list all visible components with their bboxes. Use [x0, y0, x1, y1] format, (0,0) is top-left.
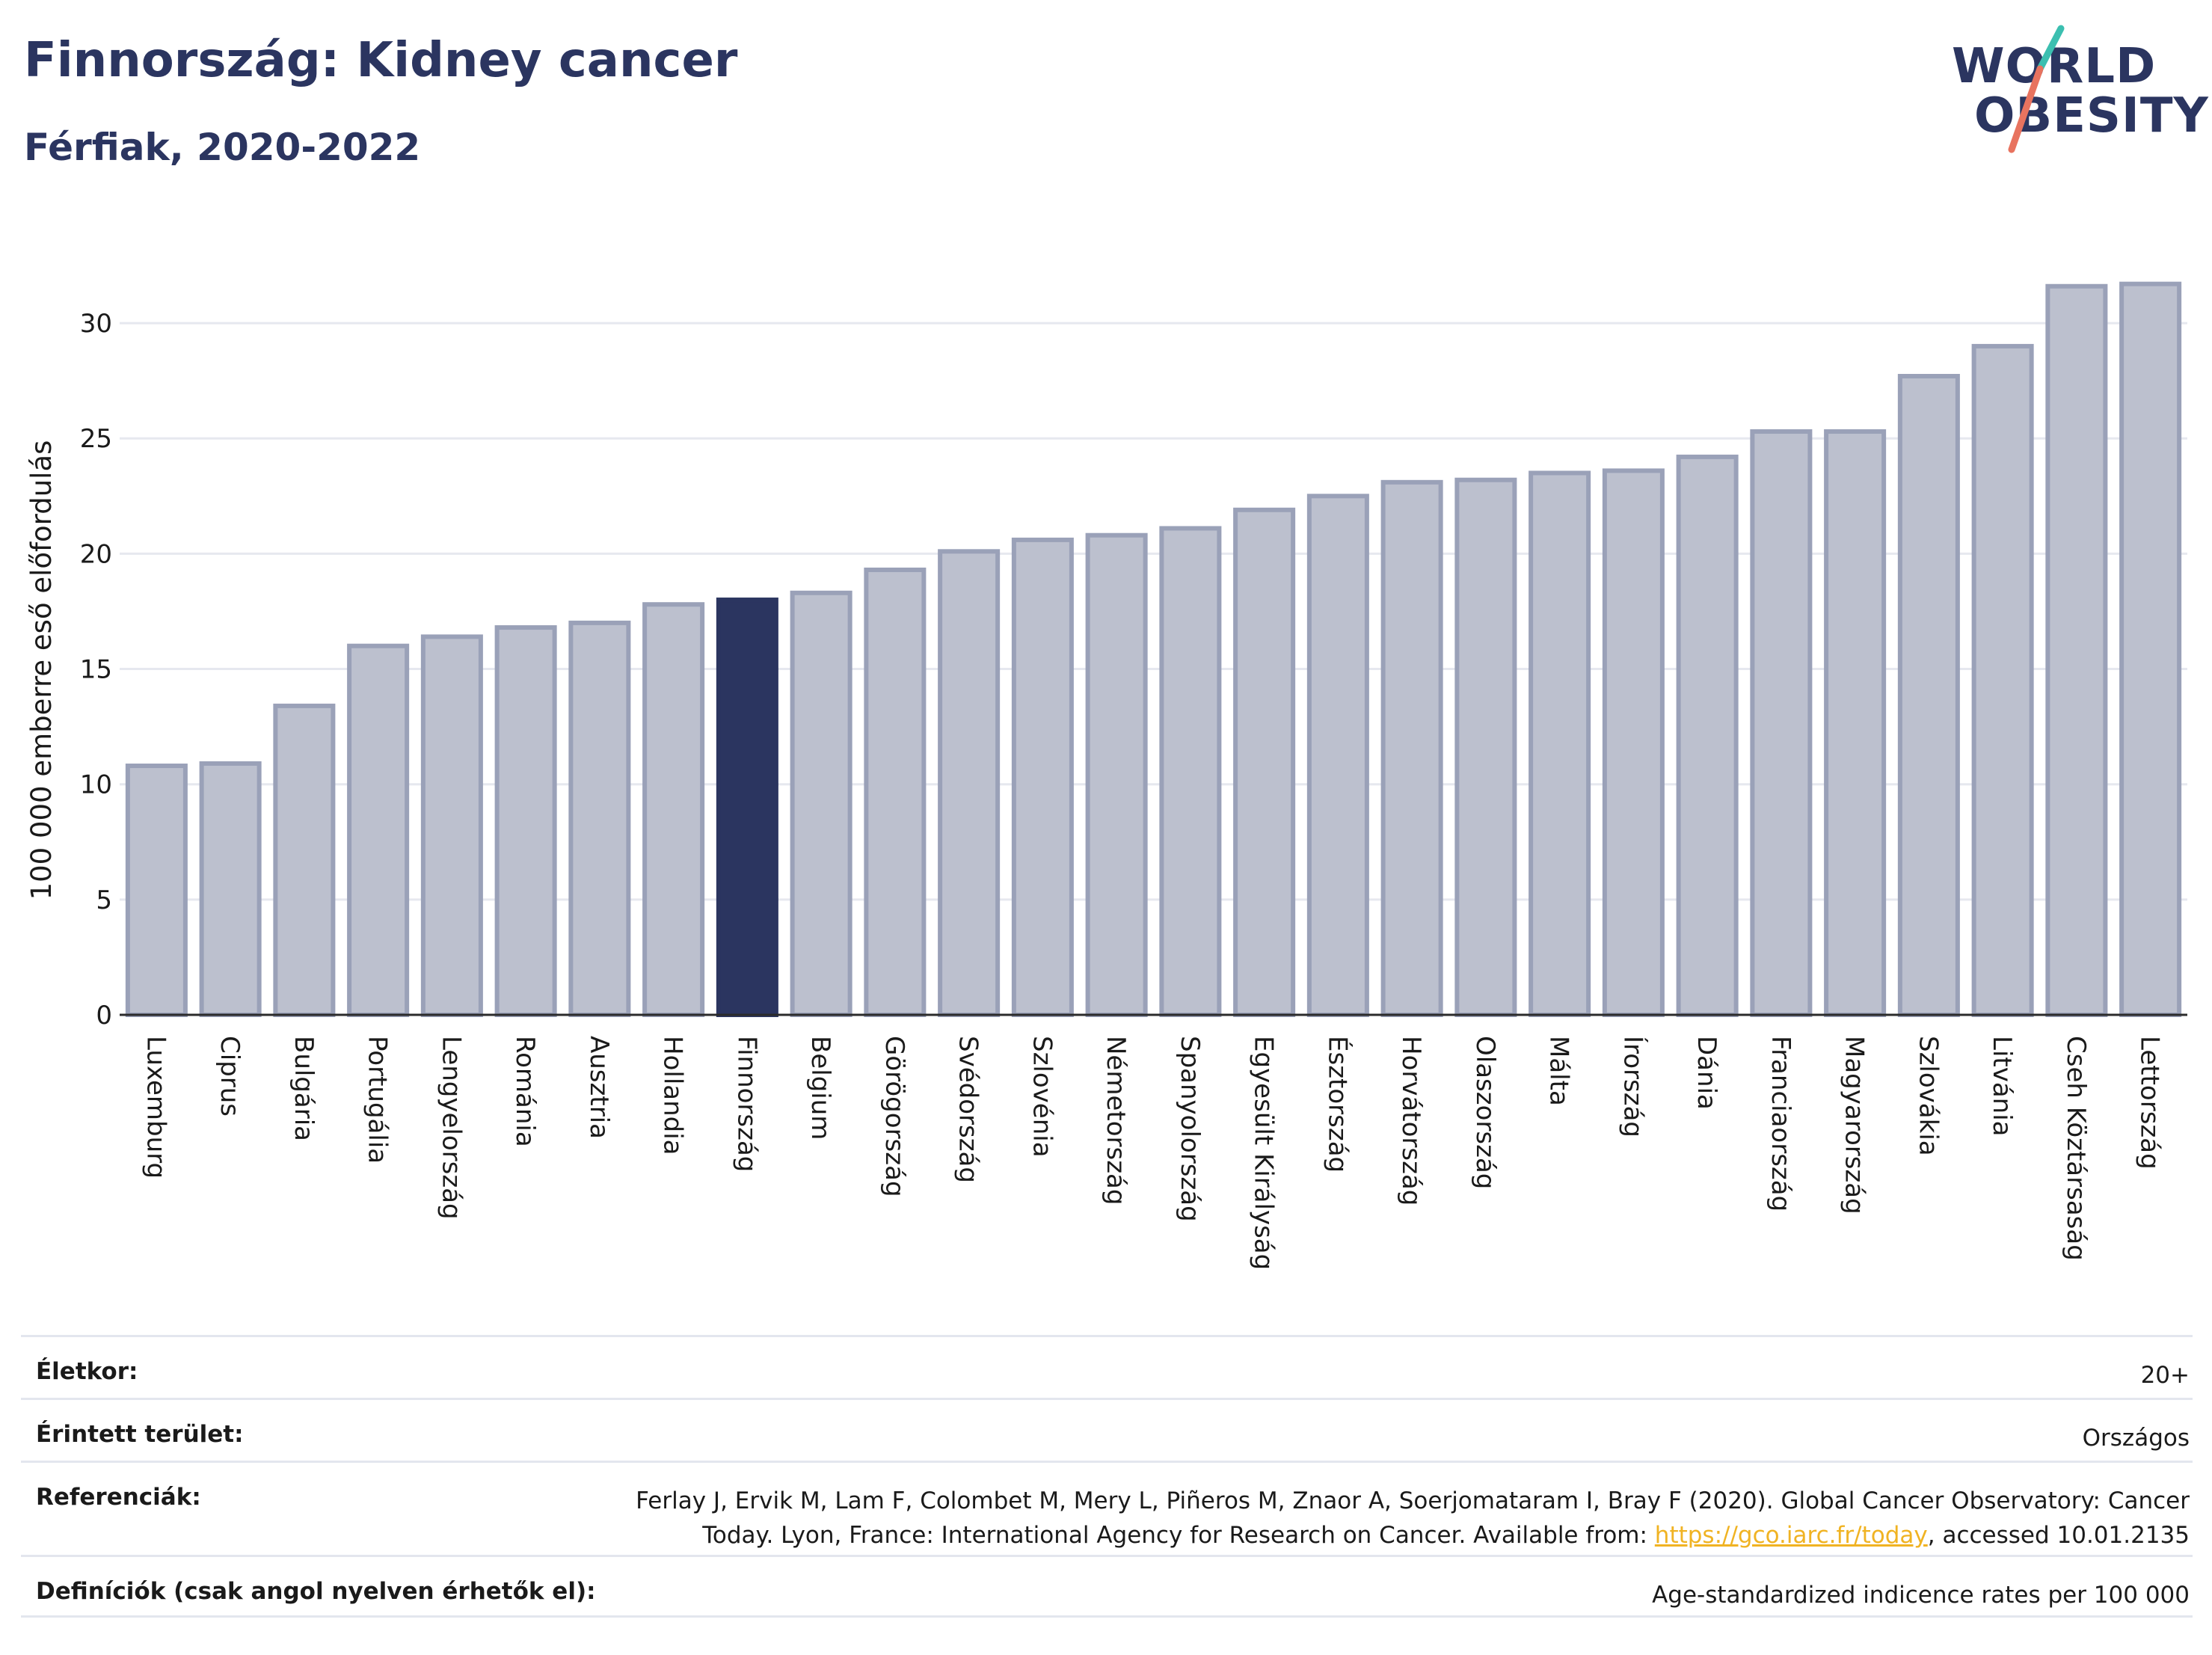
age-value: 20+	[2140, 1362, 2190, 1389]
bar-görögország	[864, 567, 927, 1017]
references-line-2-pre: Today. Lyon, France: International Agenc…	[702, 1522, 1655, 1549]
x-tick-label: Horvátország	[1396, 1036, 1426, 1206]
bar-lettország	[2119, 281, 2182, 1017]
x-tick-label: Olaszország	[1470, 1036, 1500, 1189]
bar-belgium	[790, 590, 852, 1017]
references-value: Ferlay J, Ervik M, Lam F, Colombet M, Me…	[636, 1484, 2190, 1553]
x-tick-label: Németország	[1101, 1036, 1131, 1205]
x-tick-label: Luxemburg	[141, 1036, 170, 1179]
bar-szlovákia	[1897, 373, 1960, 1018]
x-tick-label: Cseh Köztársaság	[2061, 1036, 2091, 1261]
bar-lengyelország	[420, 634, 483, 1017]
x-tick-label: Románia	[510, 1036, 540, 1147]
x-tick-label: Litvánia	[1987, 1036, 2017, 1137]
x-tick-label: Magyarország	[1840, 1036, 1870, 1215]
bar-málta	[1529, 470, 1591, 1017]
bar-cseh-köztársaság	[2045, 283, 2108, 1017]
x-tick-label: Portugália	[363, 1036, 393, 1164]
y-tick-label: 5	[96, 885, 112, 915]
x-tick-label: Franciaország	[1766, 1036, 1795, 1212]
meta-row-definitions: Definíciók (csak angol nyelven érhetők e…	[21, 1555, 2193, 1618]
chart-subtitle: Férfiak, 2020-2022	[24, 126, 421, 169]
area-value: Országos	[2082, 1425, 2190, 1452]
x-tick-label: Görögország	[879, 1036, 909, 1197]
y-axis-label: 100 000 emberre eső előfordulás	[25, 440, 58, 900]
y-tick-label: 25	[80, 424, 112, 454]
references-line-1: Ferlay J, Ervik M, Lam F, Colombet M, Me…	[636, 1487, 2190, 1514]
references-link[interactable]: https://gco.iarc.fr/today	[1654, 1522, 1928, 1549]
area-label: Érintett terület:	[36, 1421, 244, 1448]
x-tick-label: Szlovénia	[1027, 1036, 1057, 1158]
y-tick-label: 0	[96, 1001, 112, 1031]
y-tick-label: 15	[80, 655, 112, 685]
references-label: Referenciák:	[36, 1484, 201, 1511]
bar-románia	[494, 625, 557, 1017]
x-tick-label: Lettország	[2135, 1036, 2165, 1170]
x-tick-label: Spanyolország	[1175, 1036, 1205, 1222]
bar-írország	[1602, 468, 1665, 1017]
bar-chart: 0 5 10 15 20 25 30 Luxemburg Ciprus Bulgária Port…	[25, 281, 2187, 1270]
bar-hollandia	[642, 602, 705, 1017]
bar-dánia	[1676, 454, 1739, 1017]
bar-szlovénia	[1011, 537, 1074, 1017]
meta-row-age: Életkor: 20+	[21, 1335, 2193, 1398]
y-tick-label: 30	[80, 309, 112, 339]
x-tick-label: Írország	[1617, 1036, 1648, 1137]
x-tick-label: Dánia	[1692, 1036, 1721, 1110]
bar-bulgária	[273, 703, 336, 1017]
x-tick-label: Észtország	[1322, 1036, 1353, 1173]
x-tick-labels: Luxemburg Ciprus Bulgária Portugália Lengyel…	[141, 1036, 2164, 1270]
bars	[125, 281, 2182, 1018]
world-obesity-logo: WORLD OBESITY	[1952, 22, 2208, 157]
bar-horvátország	[1380, 479, 1443, 1017]
logo-slash-icon	[2008, 25, 2065, 153]
bar-finnország	[716, 598, 778, 1017]
bar-franciaország	[1750, 429, 1813, 1017]
y-tick-label: 10	[80, 770, 112, 800]
y-tick-label: 20	[80, 539, 112, 569]
metadata-table: Életkor: 20+ Érintett terület: Országos …	[21, 1335, 2193, 1618]
x-tick-label: Bulgária	[289, 1036, 319, 1141]
references-line-2-post: , accessed 10.01.2135	[1927, 1522, 2190, 1549]
bar-magyarország	[1824, 429, 1887, 1017]
bar-portugália	[347, 643, 410, 1017]
bar-észtország	[1306, 494, 1369, 1017]
x-tick-label: Egyesült Királyság	[1249, 1036, 1279, 1270]
x-tick-label: Málta	[1544, 1036, 1574, 1106]
chart-title: Finnország: Kidney cancer	[24, 33, 738, 88]
definitions-value: Age-standardized indicence rates per 100…	[1652, 1582, 2190, 1609]
x-tick-label: Belgium	[805, 1036, 835, 1140]
meta-row-area: Érintett terület: Országos	[21, 1398, 2193, 1461]
x-tick-label: Ciprus	[215, 1036, 245, 1117]
x-tick-label: Hollandia	[658, 1036, 688, 1155]
bar-svédország	[938, 549, 1001, 1017]
y-tick-labels: 0 5 10 15 20 25 30	[80, 309, 112, 1031]
bar-spanyolország	[1159, 526, 1222, 1017]
x-tick-label: Lengyelország	[436, 1036, 466, 1220]
bar-ciprus	[199, 761, 262, 1018]
x-tick-label: Svédország	[953, 1036, 983, 1183]
bar-ausztria	[568, 620, 631, 1017]
bar-egyesült-királyság	[1233, 507, 1296, 1017]
definitions-label: Definíciók (csak angol nyelven érhetők e…	[36, 1578, 596, 1605]
x-tick-label: Ausztria	[584, 1036, 614, 1139]
bar-olaszország	[1454, 477, 1517, 1017]
x-tick-label: Szlovákia	[1913, 1036, 1943, 1156]
age-label: Életkor:	[36, 1358, 138, 1385]
meta-row-references: Referenciák: Ferlay J, Ervik M, Lam F, C…	[21, 1461, 2193, 1555]
x-tick-label: Finnország	[731, 1036, 761, 1172]
bar-luxemburg	[125, 764, 188, 1018]
bar-németország	[1085, 532, 1148, 1017]
logo-line-2: OBESITY	[1974, 88, 2209, 144]
bar-litvánia	[1971, 343, 2034, 1017]
